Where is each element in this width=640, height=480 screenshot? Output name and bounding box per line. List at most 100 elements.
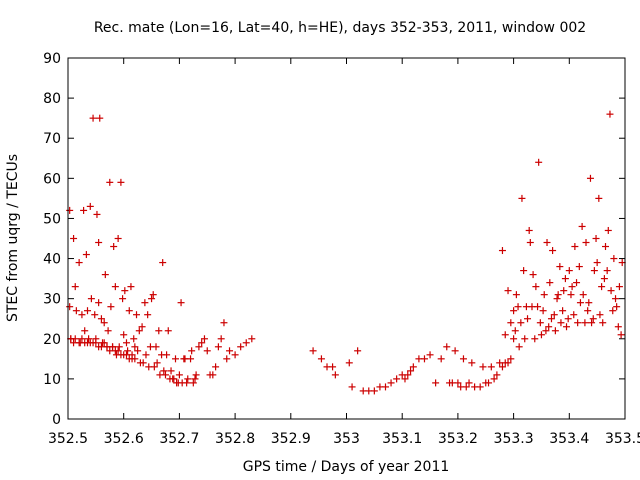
data-point (543, 239, 551, 247)
data-point (556, 263, 564, 271)
data-point (512, 291, 520, 299)
data-point (536, 319, 544, 327)
data-point (117, 178, 125, 186)
data-point (593, 259, 601, 267)
data-point (518, 194, 526, 202)
data-point (613, 303, 621, 311)
data-point (148, 295, 156, 303)
data-point (155, 327, 163, 335)
data-point (114, 235, 122, 242)
x-axis: 352.5 352.6 352.7 352.8 352.9 353 353.1 353.2 35… (48, 58, 640, 447)
y-axis-label: STEC from uqrg / TECUs (5, 154, 21, 322)
y-tick-label: 30 (43, 292, 61, 308)
data-point (493, 371, 501, 379)
data-point (223, 355, 231, 363)
y-tick-label: 90 (43, 51, 61, 67)
data-point (432, 379, 440, 387)
data-point (130, 335, 138, 343)
y-tick-label: 70 (43, 131, 61, 147)
data-point (138, 323, 146, 331)
data-point (571, 243, 579, 251)
data-point (83, 307, 91, 315)
x-tick-label: 353.3 (494, 431, 534, 447)
data-point (468, 359, 476, 367)
data-point (144, 311, 152, 319)
data-point (212, 363, 220, 371)
data-point (529, 271, 537, 279)
data-point (66, 303, 74, 311)
data-point (485, 379, 493, 387)
data-point (535, 158, 543, 166)
data-point (420, 355, 428, 363)
data-point (510, 307, 518, 315)
data-point (161, 371, 169, 379)
chart-title: Rec. mate (Lon=16, Lat=40, h=HE), days 3… (94, 20, 586, 36)
data-point (309, 347, 317, 355)
data-point (82, 251, 90, 259)
data-point (615, 283, 623, 291)
y-tick-label: 60 (43, 171, 61, 187)
data-point (354, 347, 362, 355)
data-point (606, 110, 614, 118)
data-point (329, 363, 337, 371)
data-point (317, 355, 325, 363)
data-point (476, 383, 484, 391)
data-point (387, 379, 395, 387)
data-point (87, 295, 95, 303)
data-point (560, 287, 568, 295)
data-point (139, 359, 147, 367)
data-point (479, 363, 487, 371)
data-point (524, 315, 532, 323)
data-point (540, 291, 548, 299)
data-point (612, 295, 620, 303)
data-point (141, 299, 149, 307)
data-point (614, 323, 622, 331)
data-point (584, 307, 592, 315)
data-point (557, 319, 565, 327)
data-point (600, 275, 608, 283)
data-point (586, 174, 594, 182)
data-point (71, 283, 79, 291)
data-point (592, 235, 600, 242)
data-point (167, 367, 175, 375)
data-point (459, 355, 467, 363)
data-point (133, 311, 141, 319)
x-tick-label: 353.2 (438, 431, 478, 447)
data-point (532, 283, 540, 291)
data-point (515, 343, 523, 351)
data-point (578, 222, 586, 230)
data-point (122, 339, 130, 347)
data-point (585, 299, 593, 307)
data-point (553, 295, 561, 303)
data-point (104, 327, 112, 335)
data-point (514, 303, 522, 311)
data-point (498, 363, 506, 371)
data-point (248, 335, 256, 343)
data-point (119, 295, 127, 303)
data-point (520, 267, 528, 275)
data-point (100, 319, 108, 327)
data-point (526, 239, 534, 247)
data-point (200, 335, 208, 343)
data-point (407, 367, 415, 375)
x-tick-label: 352.9 (271, 431, 311, 447)
data-point (237, 343, 245, 351)
data-point (504, 359, 512, 367)
data-point (539, 307, 547, 315)
data-point (96, 114, 104, 122)
data-point (153, 359, 161, 367)
data-point (545, 323, 553, 331)
data-point (588, 319, 596, 327)
data-point (454, 379, 462, 387)
data-point (487, 363, 495, 371)
data-point (567, 291, 575, 299)
data-point (115, 343, 123, 351)
data-point (546, 279, 554, 287)
data-point (106, 178, 114, 186)
data-point (563, 323, 571, 331)
data-point (617, 331, 625, 339)
data-point (331, 371, 339, 379)
data-point (217, 335, 225, 343)
data-point (570, 311, 578, 319)
data-point (81, 327, 89, 335)
